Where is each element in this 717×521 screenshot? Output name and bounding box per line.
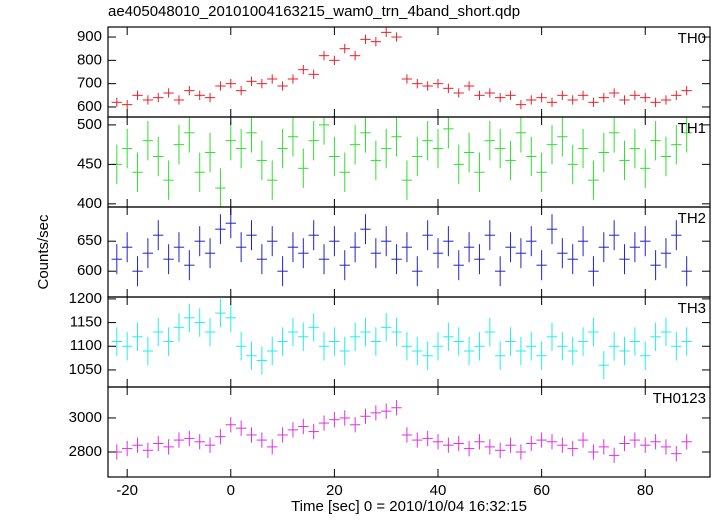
y-axis-label: Counts/sec bbox=[35, 214, 52, 290]
y-tick-label: 650 bbox=[77, 232, 102, 249]
x-tick-label: -20 bbox=[116, 482, 138, 499]
panel-label: TH3 bbox=[678, 300, 706, 317]
panel-frame bbox=[107, 26, 711, 118]
panel-frame bbox=[107, 116, 711, 208]
y-tick-label: 600 bbox=[77, 98, 102, 115]
panel-frame bbox=[107, 296, 711, 388]
panel-label: TH1 bbox=[678, 120, 706, 137]
x-tick-label: 20 bbox=[326, 482, 343, 499]
panel-label: TH0 bbox=[678, 30, 706, 47]
panel-frame bbox=[107, 386, 711, 478]
y-tick-label: 500 bbox=[77, 116, 102, 133]
x-tick-label: 80 bbox=[637, 482, 654, 499]
y-tick-label: 800 bbox=[77, 51, 102, 68]
x-axis-label: Time [sec] 0 = 2010/10/04 16:32:15 bbox=[291, 498, 527, 515]
y-tick-label: 1050 bbox=[69, 361, 102, 378]
y-tick-label: 2800 bbox=[69, 443, 102, 460]
chart-title: ae405048010_20101004163215_wam0_trn_4ban… bbox=[108, 3, 520, 20]
y-tick-label: 900 bbox=[77, 28, 102, 45]
x-tick-label: 60 bbox=[533, 482, 550, 499]
panel-label: TH0123 bbox=[653, 390, 706, 407]
y-tick-label: 1200 bbox=[69, 290, 102, 307]
y-tick-label: 600 bbox=[77, 262, 102, 279]
x-tick-label: 40 bbox=[430, 482, 447, 499]
y-tick-label: 450 bbox=[77, 155, 102, 172]
y-tick-label: 1150 bbox=[70, 314, 102, 331]
y-tick-label: 1100 bbox=[70, 337, 102, 354]
y-tick-label: 700 bbox=[77, 75, 102, 92]
panel-label: TH2 bbox=[678, 210, 706, 227]
x-tick-label: 0 bbox=[227, 482, 235, 499]
y-tick-label: 3000 bbox=[69, 409, 102, 426]
y-tick-label: 400 bbox=[77, 195, 102, 212]
panel-frame bbox=[107, 206, 711, 298]
